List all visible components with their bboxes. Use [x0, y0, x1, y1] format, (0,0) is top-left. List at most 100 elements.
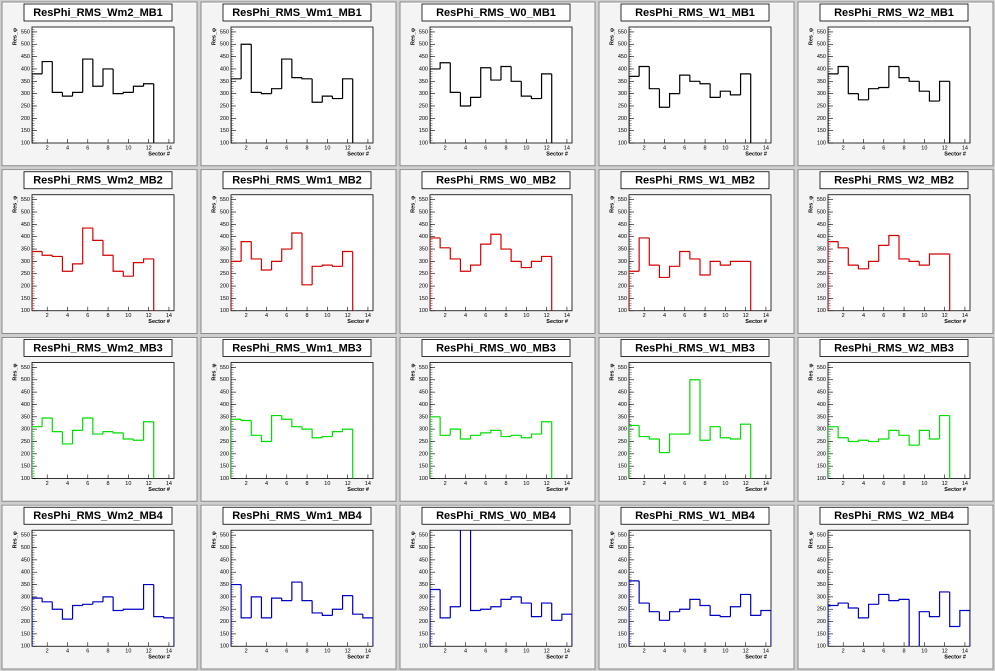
y-tick-label: 250: [817, 103, 826, 109]
histogram-bin: [520, 261, 532, 269]
histogram-bin: [668, 433, 680, 453]
x-tick-label: 12: [146, 313, 152, 319]
chart-title: ResPhi_RMS_W2_MB3: [834, 342, 954, 354]
y-tick-label: 500: [817, 209, 826, 215]
histogram-bin: [61, 609, 73, 620]
histogram-bin: [153, 421, 155, 479]
histogram-bin: [709, 605, 721, 616]
y-tick-label: 200: [618, 451, 627, 457]
y-tick-label: 350: [21, 582, 30, 588]
histogram-bin: [898, 66, 910, 79]
histogram-bin: [122, 91, 134, 94]
y-tick-label: 100: [419, 308, 428, 314]
x-tick-label: 14: [365, 145, 371, 151]
x-tick-label: 10: [523, 145, 529, 151]
histogram-bin: [857, 93, 869, 101]
y-tick-label: 250: [618, 103, 627, 109]
y-tick-label: 350: [21, 414, 30, 420]
y-tick-label: 150: [21, 128, 30, 134]
y-tick-label: 400: [21, 234, 30, 240]
histogram-bin: [291, 419, 302, 428]
histogram-bin: [142, 583, 154, 610]
x-tick-label: 12: [743, 145, 749, 151]
histogram-bin: [260, 435, 272, 443]
y-tick-label: 150: [419, 128, 428, 134]
histogram-bin: [750, 424, 752, 479]
y-tick-label: 500: [419, 545, 428, 551]
y-tick-label: 200: [21, 116, 30, 122]
histogram-bin: [629, 424, 640, 479]
y-tick-label: 550: [817, 29, 826, 35]
histogram-bin: [270, 414, 282, 442]
histogram-bin: [908, 77, 920, 82]
x-tick-label: 4: [265, 313, 268, 319]
y-tick-label: 500: [21, 377, 30, 383]
y-tick-label: 450: [618, 222, 627, 228]
histogram: [629, 237, 752, 311]
histogram-bin: [430, 588, 441, 647]
y-tick-label: 150: [618, 296, 627, 302]
y-axis-label: Res_φ: [609, 28, 615, 45]
y-tick-label: 400: [220, 234, 229, 240]
y-tick-label: 150: [220, 464, 229, 470]
plot-area: [429, 26, 573, 144]
histogram-bin: [750, 594, 761, 616]
y-tick-label: 500: [817, 545, 826, 551]
y-tick-label: 200: [618, 284, 627, 290]
histogram-bin: [41, 251, 53, 256]
x-tick-label: 2: [444, 481, 447, 487]
y-tick-label: 200: [220, 284, 229, 290]
x-tick-label: 2: [444, 145, 447, 151]
x-axis-label: Sector #: [546, 655, 568, 661]
x-tick-label: 10: [921, 145, 927, 151]
y-tick-label: 200: [419, 284, 428, 290]
title-box: [620, 339, 770, 357]
histogram-bin: [668, 93, 680, 108]
y-tick-label: 500: [817, 42, 826, 48]
x-axis-label: Sector #: [148, 151, 170, 157]
x-tick-label: 6: [285, 145, 288, 151]
y-tick-label: 550: [618, 197, 627, 203]
y-axis-label: Res_φ: [808, 363, 814, 380]
y-tick-label: 350: [419, 414, 428, 420]
x-tick-label: 10: [125, 649, 131, 655]
x-axis-label: Sector #: [745, 655, 767, 661]
x-tick-label: 6: [484, 481, 487, 487]
x-tick-label: 6: [285, 649, 288, 655]
histogram-bin: [739, 593, 751, 607]
x-tick-label: 8: [704, 481, 707, 487]
histogram: [629, 379, 752, 479]
x-tick-label: 6: [882, 649, 885, 655]
y-tick-label: 250: [21, 439, 30, 445]
plot-area: [429, 362, 573, 479]
y-tick-label: 200: [21, 284, 30, 290]
y-tick-label: 100: [817, 308, 826, 314]
y-axis-label: Res_φ: [808, 531, 814, 548]
x-tick-label: 8: [704, 649, 707, 655]
histogram-bin: [638, 580, 650, 604]
histogram-bin: [281, 58, 292, 89]
y-tick-label: 300: [419, 594, 428, 600]
y-tick-label: 400: [220, 402, 229, 408]
histogram-bin: [551, 421, 553, 479]
histogram-bin: [699, 258, 711, 276]
histogram-bin: [301, 582, 313, 602]
y-tick-label: 200: [817, 619, 826, 625]
histogram-bin: [699, 379, 711, 441]
y-tick-label: 100: [21, 644, 30, 650]
x-tick-label: 14: [166, 313, 172, 319]
x-tick-label: 12: [544, 649, 550, 655]
x-tick-label: 2: [842, 313, 845, 319]
histogram-bin: [629, 580, 640, 647]
histogram-bin: [938, 414, 950, 440]
histogram-bin: [311, 265, 323, 285]
x-tick-label: 12: [146, 481, 152, 487]
histogram-bin: [132, 439, 144, 441]
x-tick-label: 8: [107, 313, 110, 319]
histogram-bin: [739, 423, 751, 440]
y-tick-label: 250: [220, 271, 229, 277]
y-tick-label: 300: [220, 594, 229, 600]
histogram-bin: [719, 90, 731, 98]
x-tick-label: 8: [107, 145, 110, 151]
histogram-bin: [828, 426, 839, 479]
